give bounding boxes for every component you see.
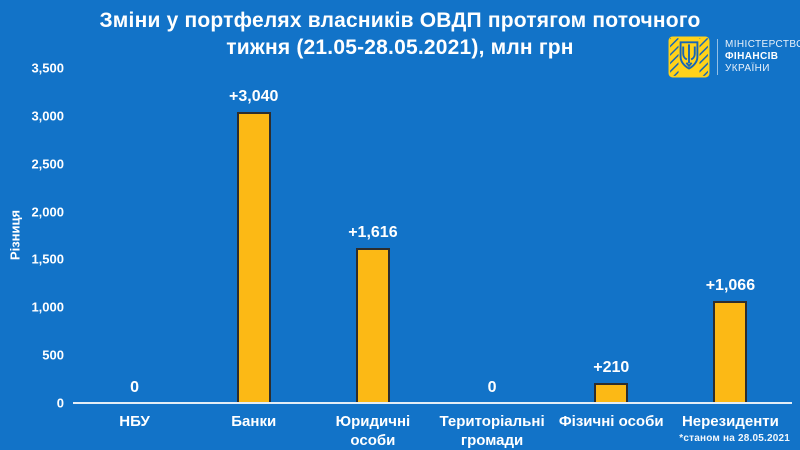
bar	[236, 112, 271, 403]
y-tick-label: 0	[56, 395, 64, 411]
x-tick-label: Банки	[231, 413, 277, 430]
ministry-of-finance-logo: МІНІСТЕРСТВО ФІНАНСІВ УКРАЇНИ	[668, 36, 800, 78]
y-tick-label: 2,000	[31, 204, 64, 220]
y-tick-label: 1,000	[31, 299, 64, 315]
y-tick-label: 500	[42, 347, 64, 363]
bar-value-label: +1,616	[348, 224, 398, 241]
y-tick-label: 2,500	[31, 156, 64, 172]
bar-value-label: 0	[487, 379, 497, 396]
ministry-name-line1: МІНІСТЕРСТВО	[725, 39, 800, 50]
x-axis-line	[73, 402, 792, 404]
x-tick-label: Нерезиденти	[681, 413, 779, 430]
bar	[594, 383, 629, 403]
bar	[713, 301, 748, 403]
ministry-name-line2: ФІНАНСІВ	[725, 51, 779, 62]
y-tick-label: 3,500	[31, 60, 64, 76]
bar-value-label: 0	[130, 379, 140, 396]
bar	[355, 248, 390, 403]
chart-title-line1: Зміни у портфелях власників ОВДП протяго…	[99, 9, 701, 32]
chart-title-line2: тижня (21.05-28.05.2021), млн грн	[226, 36, 574, 59]
chart-title: Зміни у портфелях власників ОВДП протяго…	[0, 7, 800, 61]
y-tick-label: 3,000	[31, 108, 64, 124]
plot-area: 0 +3,040 +1,616 0 +210 +1,066	[75, 68, 790, 403]
y-axis-tick-labels: 0 500 1,000 1,500 2,000 2,500 3,000 3,500	[0, 61, 64, 411]
ministry-logo-text: МІНІСТЕРСТВО ФІНАНСІВ УКРАЇНИ	[725, 39, 800, 75]
tryzub-shield-emblem-icon	[668, 36, 710, 78]
logo-divider	[717, 39, 718, 75]
footnote: *станом на 28.05.2021	[679, 433, 790, 444]
x-tick-label: Територіальні громади	[439, 413, 545, 449]
bar-value-label: +210	[593, 359, 630, 376]
x-tick-label: НБУ	[119, 413, 150, 430]
bar-value-label: +3,040	[229, 88, 279, 105]
bar-value-label: +1,066	[705, 277, 756, 294]
x-tick-label: Юридичні особи	[335, 413, 411, 449]
y-tick-label: 1,500	[31, 251, 64, 267]
x-tick-label: Фізичні особи	[558, 413, 664, 430]
ministry-name-line3: УКРАЇНИ	[725, 63, 770, 74]
